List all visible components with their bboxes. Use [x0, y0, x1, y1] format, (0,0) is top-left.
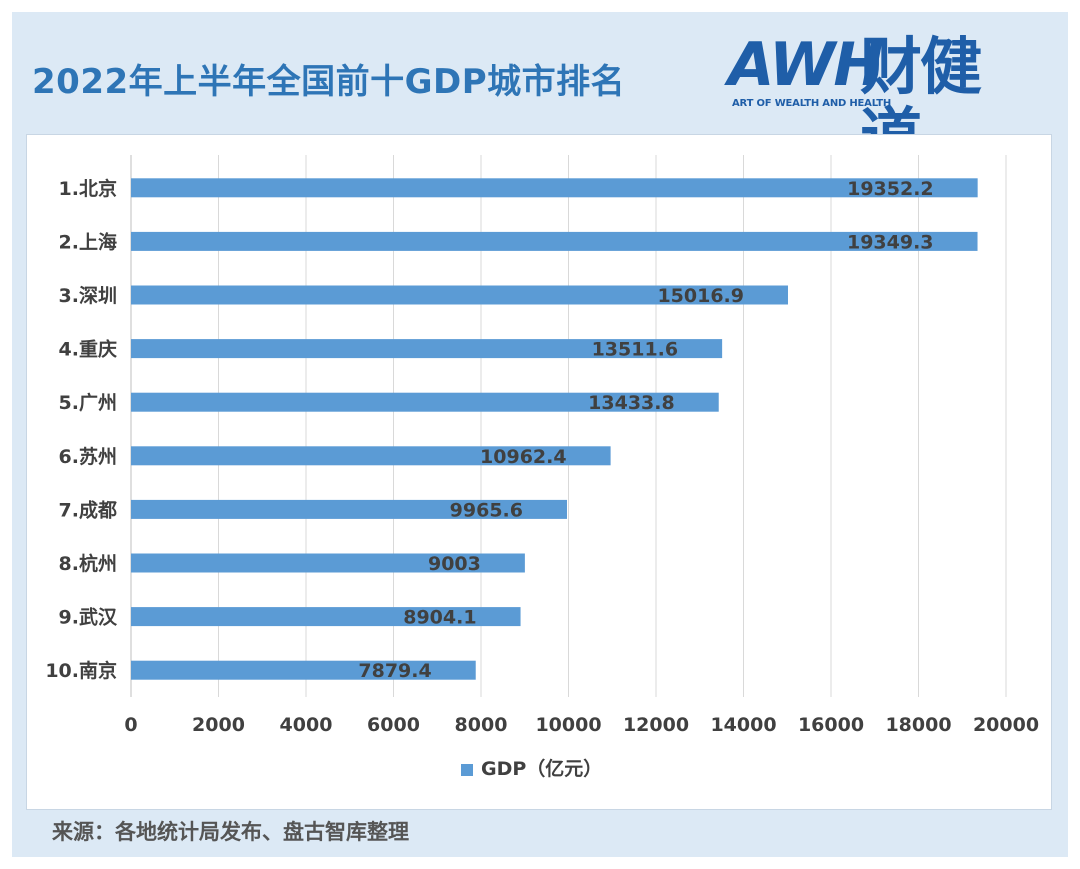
bar — [131, 660, 476, 680]
x-tick-label: 8000 — [455, 714, 508, 736]
x-tick-label: 6000 — [367, 714, 420, 736]
legend-label: GDP（亿元） — [481, 757, 602, 780]
data-label: 13433.8 — [588, 392, 675, 414]
bar — [131, 607, 521, 627]
data-label: 9965.6 — [450, 499, 523, 521]
data-label: 10962.4 — [480, 446, 567, 468]
bar — [131, 499, 567, 519]
bar — [131, 553, 525, 573]
category-label: 7.成都 — [59, 498, 117, 521]
bar — [131, 285, 788, 305]
data-label: 7879.4 — [358, 660, 431, 682]
category-label: 1.北京 — [59, 177, 117, 200]
brand-logo: AWH 财健道 ART OF WEALTH AND HEALTH — [728, 24, 1038, 172]
category-label: 10.南京 — [45, 659, 117, 682]
data-label: 8904.1 — [403, 607, 476, 629]
category-label: 8.杭州 — [59, 552, 117, 575]
category-label: 6.苏州 — [59, 445, 117, 468]
x-tick-label: 10000 — [535, 714, 601, 736]
category-label: 9.武汉 — [59, 607, 118, 629]
x-tick-label: 2000 — [192, 714, 245, 736]
data-label: 13511.6 — [592, 339, 679, 361]
logo-tagline: ART OF WEALTH AND HEALTH — [732, 98, 892, 109]
category-label: 5.广州 — [59, 391, 117, 414]
bar — [131, 231, 978, 251]
chart-title: 2022年上半年全国前十GDP城市排名 — [32, 62, 626, 102]
x-tick-label: 16000 — [798, 714, 864, 736]
bar — [131, 178, 978, 198]
category-label: 4.重庆 — [59, 338, 117, 361]
plot-area: 0 2000 4000 6000 8000 10000 12000 14000 16000 180… — [26, 134, 1052, 810]
x-tick-label: 12000 — [623, 714, 689, 736]
data-label: 15016.9 — [657, 285, 744, 307]
x-tick-label: 20000 — [973, 714, 1039, 736]
bar — [131, 339, 723, 359]
data-label: 9003 — [428, 553, 481, 575]
x-tick-label: 4000 — [280, 714, 333, 736]
bar-chart: 0 2000 4000 6000 8000 10000 12000 14000 16000 180… — [45, 155, 1039, 780]
logo-mark: AWH — [728, 30, 884, 100]
x-tick-label: 14000 — [710, 714, 776, 736]
category-label: 2.上海 — [59, 230, 117, 253]
data-label: 19352.2 — [847, 178, 934, 200]
category-label: 3.深圳 — [59, 284, 117, 307]
data-label: 19349.3 — [847, 231, 934, 253]
bar — [131, 446, 611, 466]
source-note: 来源：各地统计局发布、盘古智库整理 — [52, 820, 409, 844]
legend-swatch — [461, 764, 473, 776]
bar — [131, 392, 719, 412]
x-tick-label: 18000 — [885, 714, 951, 736]
x-tick-label: 0 — [124, 714, 137, 736]
